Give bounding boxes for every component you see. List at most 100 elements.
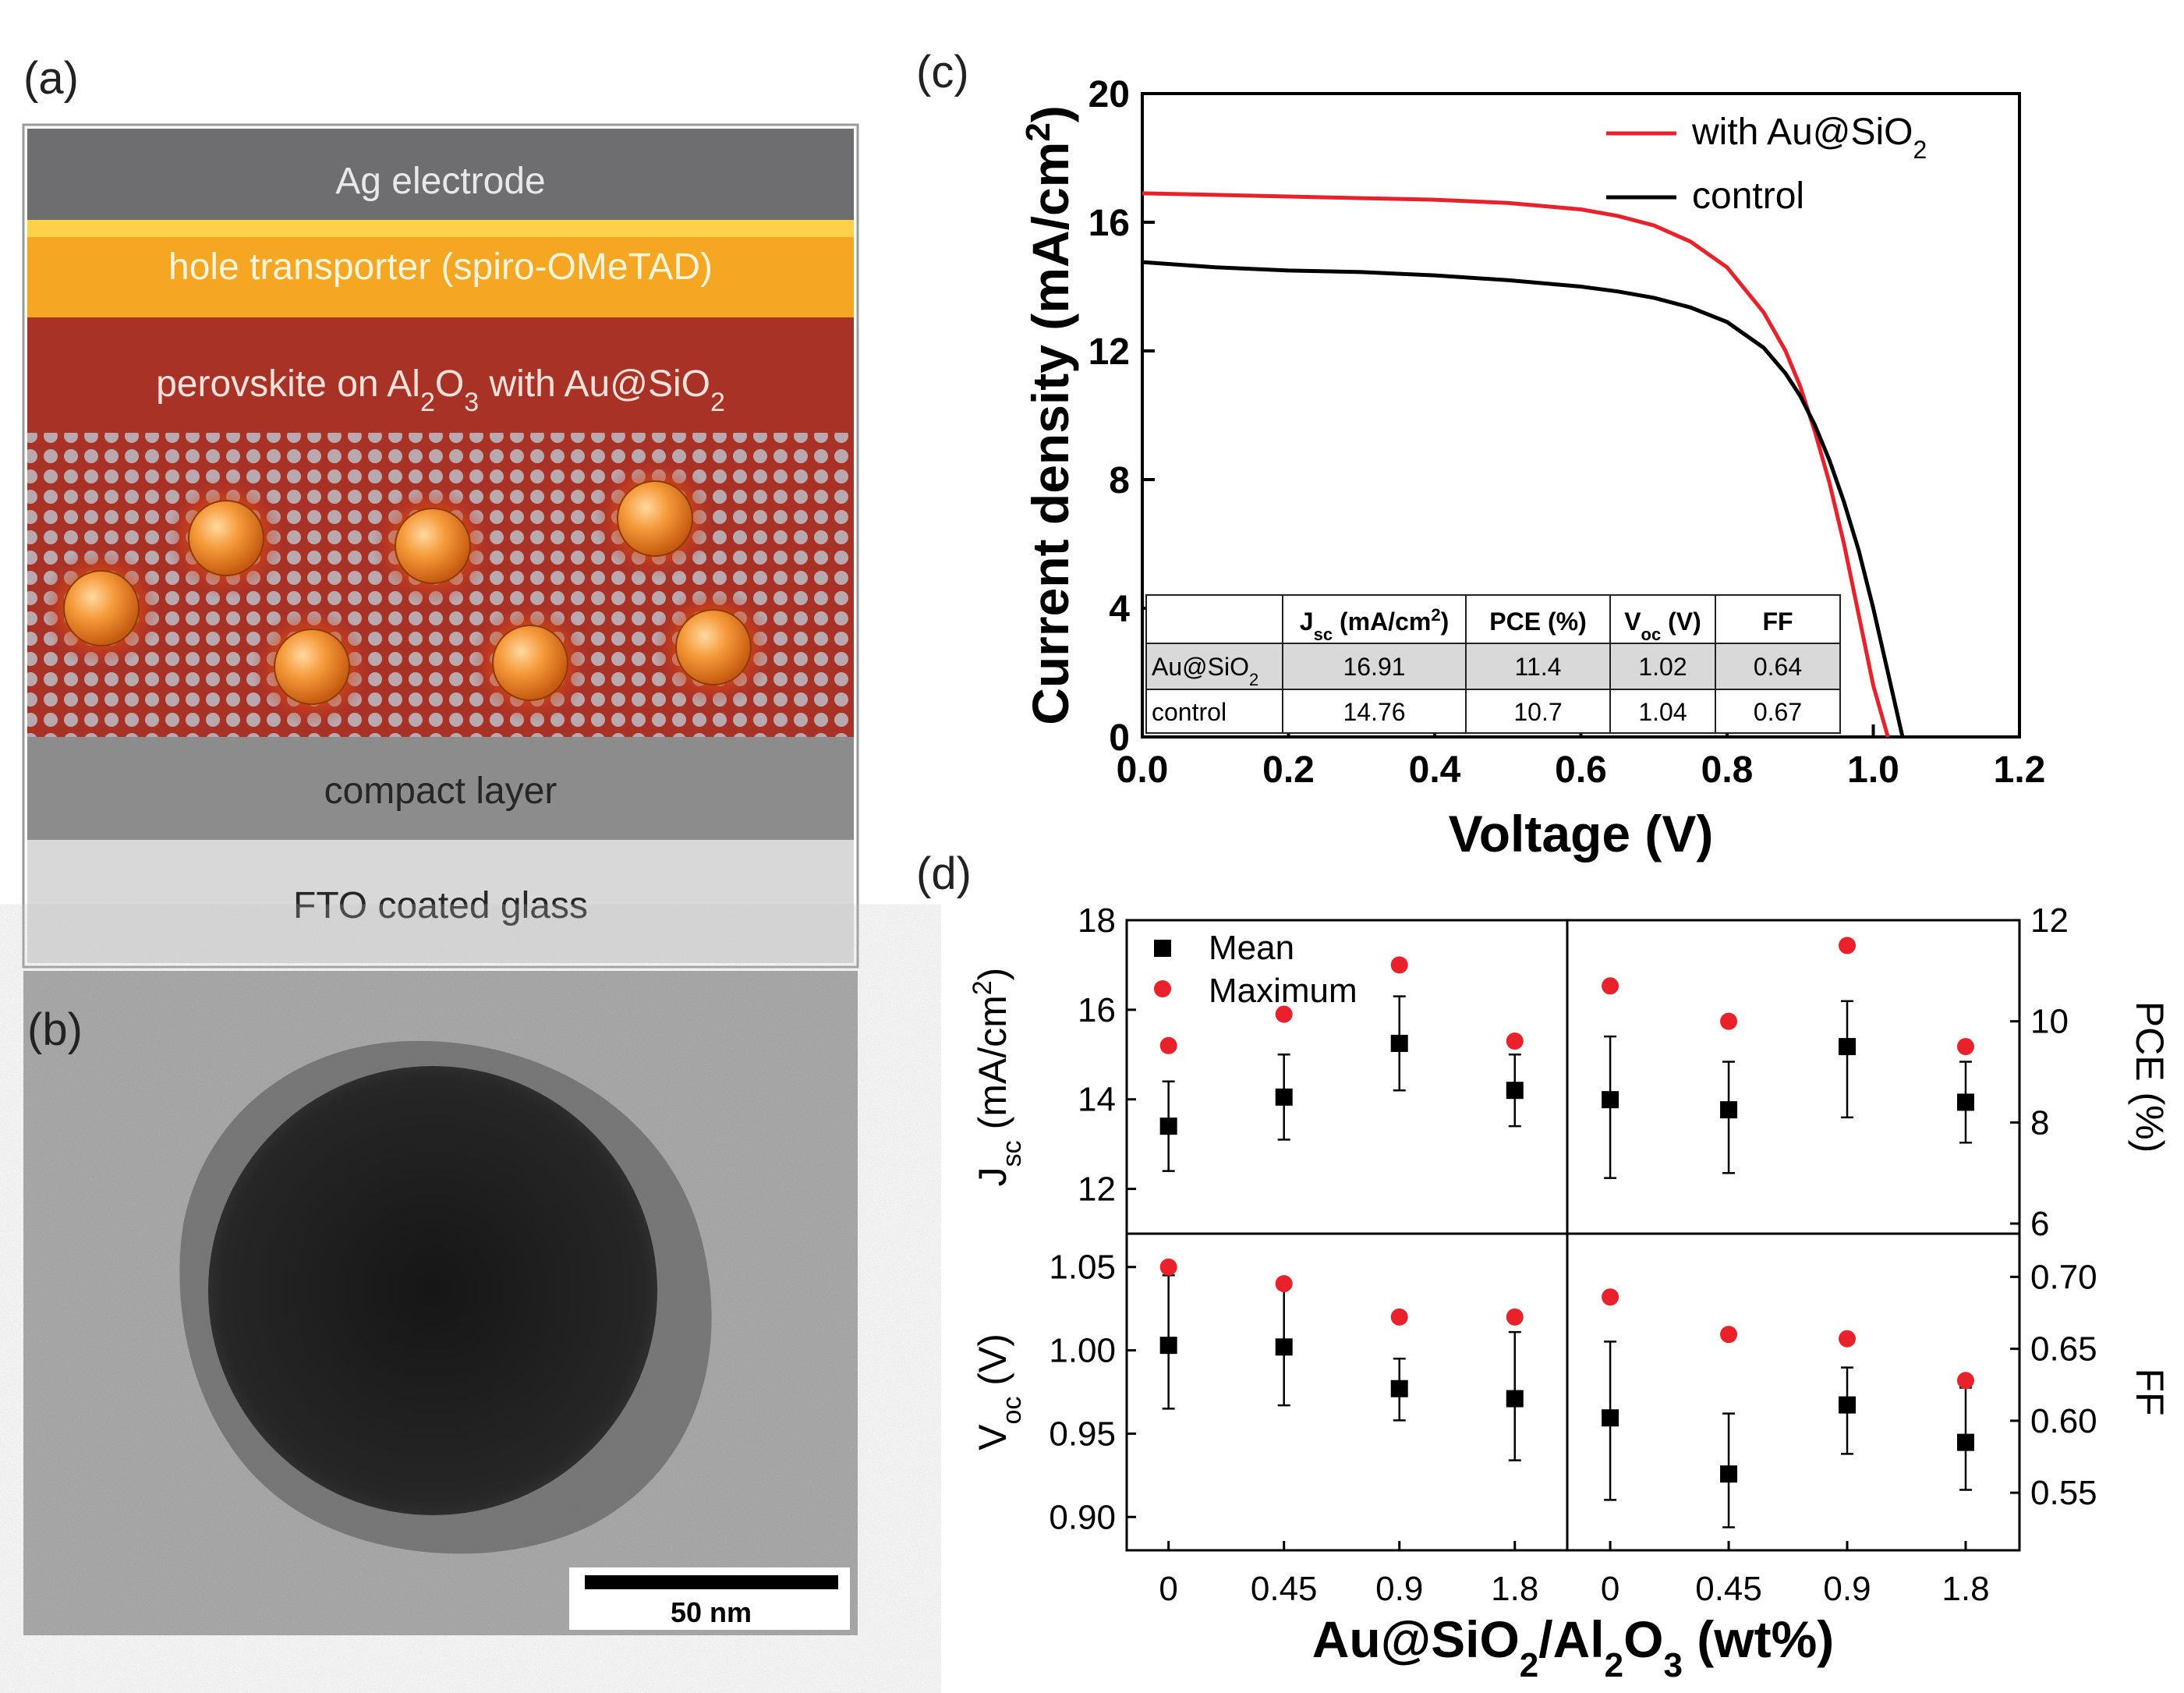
table-header-sub: oc [1641, 625, 1662, 644]
x-tick-label: 0.8 [1701, 749, 1754, 791]
x-tick-label: 1.8 [1491, 1570, 1538, 1608]
max-point [1602, 1288, 1619, 1306]
table-row-shade [1146, 643, 1840, 689]
compact-layer-label: compact layer [324, 770, 558, 812]
y-tick-label: 0.90 [1049, 1498, 1116, 1536]
hole-transporter-highlight [27, 220, 854, 237]
legend-mean-label: Mean [1209, 929, 1294, 967]
max-point [1275, 1005, 1293, 1023]
table-cell: 11.4 [1515, 653, 1562, 681]
y-axis-title: PCE (%) [2128, 1001, 2172, 1153]
table-row-label-sub: 2 [1249, 670, 1258, 689]
x-tick-label: 0.4 [1409, 749, 1461, 791]
table-row-label: Au@SiO2 [1152, 653, 1258, 689]
y-axis-title-part: ) [1021, 105, 1079, 122]
legend-label-sub: 2 [1913, 136, 1927, 164]
x-axis-title: Voltage (V) [1449, 805, 1714, 862]
max-point [1720, 1012, 1738, 1030]
x-tick-label: 0.45 [1695, 1570, 1762, 1608]
gold-nanoparticle [188, 500, 264, 576]
table-cell: 0.67 [1754, 698, 1802, 726]
gold-nanoparticle [63, 570, 140, 646]
perovskite-label-part: perovskite on Al [156, 363, 420, 405]
legend-label-part: control [1692, 175, 1804, 217]
mean-point [1275, 1338, 1293, 1356]
perovskite-label-part: O [435, 363, 464, 405]
x-tick-label: 0 [1159, 1570, 1177, 1608]
max-point [1506, 1032, 1524, 1050]
x-tick-label: 0 [1601, 1570, 1619, 1608]
y-tick-label: 12 [1078, 1171, 1116, 1209]
perovskite-layer [27, 317, 854, 434]
mean-point [1839, 1396, 1857, 1414]
max-point [1602, 977, 1619, 995]
y-axis-title-part: ) [971, 968, 1014, 981]
mean-point [1506, 1082, 1524, 1100]
gold-nanoparticle [617, 480, 693, 557]
x-axis-title: Au@SiO2/Al2O3 (wt%) [1312, 1610, 1834, 1684]
mean-point [1720, 1101, 1738, 1119]
legend-max-marker [1154, 980, 1171, 997]
x-tick-label: 1.0 [1847, 749, 1899, 791]
x-tick-label: 0.2 [1262, 749, 1315, 791]
scalebar-label: 50 nm [671, 1596, 752, 1628]
y-axis-title-part: (mA/cm [971, 995, 1014, 1140]
legend-label-part: with Au@SiO [1691, 112, 1913, 153]
mean-point [1602, 1409, 1619, 1427]
mean-point [1956, 1433, 1974, 1451]
x-axis-title-part: (wt%) [1683, 1610, 1834, 1668]
x-axis-title-part: Au@SiO [1312, 1610, 1520, 1668]
legend-label: with Au@SiO2 [1691, 112, 1927, 164]
table-header: Jsc (mA/cm2) [1300, 605, 1449, 644]
y-axis-title-sub: sc [997, 1140, 1027, 1167]
max-point [1839, 1330, 1857, 1348]
y-axis-title-sub: oc [997, 1397, 1027, 1425]
max-point [1390, 1308, 1408, 1326]
y-axis-title-part: PCE (%) [2128, 1001, 2172, 1153]
max-point [1390, 956, 1408, 974]
compact-layer [27, 737, 854, 840]
y-tick-label: 12 [2030, 901, 2069, 940]
y-axis-title-sup: 2 [1019, 122, 1057, 141]
stats-frame [1125, 919, 2021, 1552]
gold-nanoparticle [675, 609, 752, 685]
mean-point [1159, 1117, 1177, 1135]
schematic-frame [22, 123, 859, 969]
table-cell: 1.04 [1638, 698, 1687, 726]
y-tick-label: 16 [1088, 203, 1130, 244]
mean-point [1275, 1088, 1293, 1106]
x-tick-label: 0.45 [1251, 1570, 1318, 1608]
gold-nanoparticle [274, 629, 350, 705]
table-row-label-part: control [1152, 698, 1227, 726]
gold-nanoparticle [395, 508, 471, 584]
table-header: FF [1762, 607, 1793, 636]
y-axis-title-part: J [971, 1167, 1014, 1186]
panel-label-b: (b) [27, 1004, 83, 1055]
max-point [1159, 1258, 1177, 1276]
scalebar [585, 1575, 838, 1589]
y-axis-title-part: (V) [971, 1334, 1014, 1397]
mean-point [1506, 1390, 1524, 1408]
jv-curve-with-au [1142, 191, 1890, 738]
x-axis-title-part: O [1623, 1610, 1663, 1668]
table-cell: 14.76 [1343, 698, 1405, 726]
table-header-part: V [1624, 607, 1641, 636]
table-header-sub: sc [1314, 625, 1333, 644]
x-tick-label: 0.0 [1117, 749, 1169, 791]
table-header: PCE (%) [1489, 607, 1586, 636]
x-axis-title-sub: 3 [1663, 1646, 1682, 1684]
table-header-part: J [1300, 607, 1314, 636]
perovskite-label-sub: 2 [420, 388, 435, 417]
y-axis-title: Voc (V) [971, 1334, 1027, 1450]
y-tick-label: 0.70 [2030, 1258, 2097, 1296]
perovskite-label: perovskite on Al2O3 with Au@SiO2 [156, 363, 725, 417]
jv-chart: 0.0 0.2 0.4 0.6 0.8 1.0 1.2 0 4 8 12 16 20 Voltage (V… [1019, 74, 2046, 862]
ag-electrode-label: Ag electrode [335, 161, 546, 202]
y-axis-title: Current density (mA/cm2) [1019, 105, 1080, 725]
table-cell: 10.7 [1513, 698, 1562, 726]
x-tick-label: 1.2 [1994, 749, 2046, 791]
x-tick-label: 0.9 [1375, 1570, 1423, 1608]
y-tick-label: 0.65 [2030, 1330, 2097, 1369]
